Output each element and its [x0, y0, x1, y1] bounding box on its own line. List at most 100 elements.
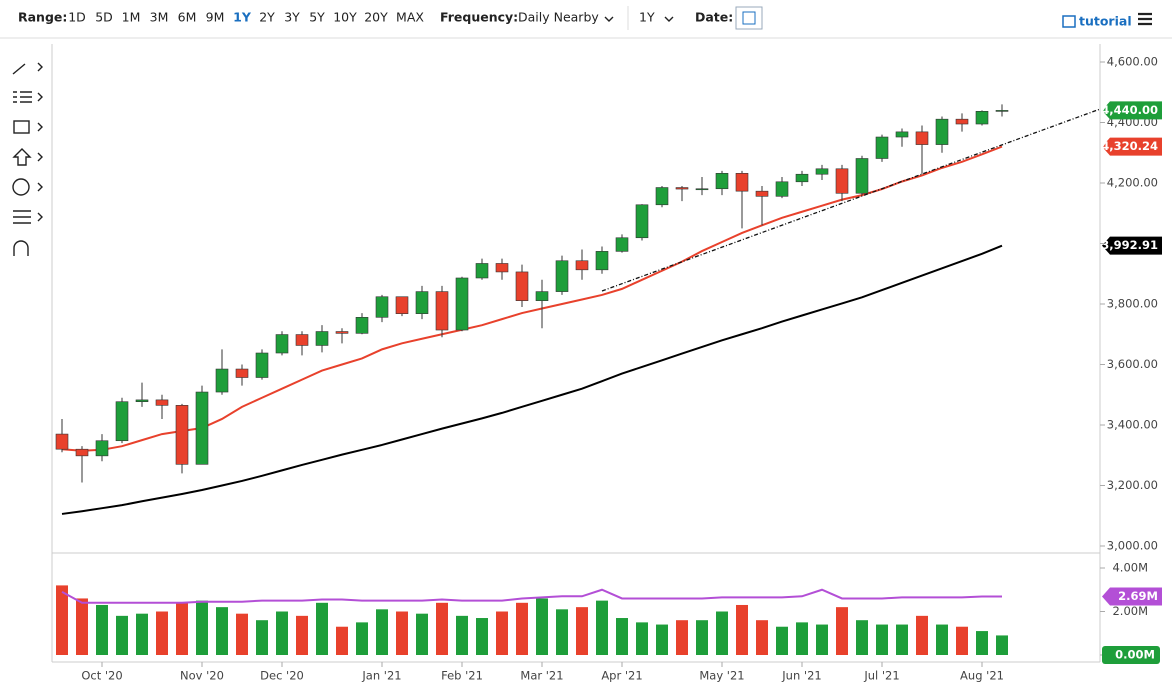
- volume-bar: [736, 604, 748, 655]
- volume-bar: [336, 626, 348, 655]
- volume-bar: [856, 620, 868, 655]
- volume-bar: [516, 602, 528, 655]
- range-button[interactable]: 1Y: [233, 10, 252, 25]
- moving-average: [61, 145, 1003, 452]
- fib-tool[interactable]: [13, 91, 32, 103]
- frame: [51, 44, 1101, 663]
- arrow-tool[interactable]: [12, 148, 32, 166]
- x-tick-label: Oct '20: [81, 669, 122, 683]
- tutorial-link[interactable]: tutorial: [1079, 14, 1132, 29]
- volume-bar: [656, 624, 668, 655]
- range-button[interactable]: 2Y: [259, 10, 275, 25]
- calendar-icon: [742, 11, 756, 25]
- candle-body: [55, 433, 69, 450]
- menu-icon[interactable]: [1138, 12, 1152, 26]
- candle-body: [495, 263, 509, 273]
- volume-bar: [976, 631, 988, 655]
- magnet-tool[interactable]: [13, 240, 29, 256]
- candle-body: [955, 118, 969, 125]
- volume-bar: [796, 622, 808, 655]
- period-select[interactable]: 1Y: [639, 10, 655, 25]
- candle-body: [175, 405, 189, 465]
- candle-body: [475, 263, 489, 279]
- candle-body: [115, 401, 129, 442]
- date-button[interactable]: [735, 6, 763, 30]
- rect-tool[interactable]: [13, 120, 30, 134]
- volume-bar: [476, 618, 488, 655]
- volume-bar: [896, 624, 908, 655]
- x-tick-label: Jun '21: [781, 669, 821, 683]
- dropdown-arrow: [604, 16, 614, 22]
- tutorial-icon: [1062, 15, 1076, 28]
- frequency-select[interactable]: Daily Nearby: [518, 10, 599, 25]
- range-label: Range:: [18, 10, 67, 25]
- candle-body: [415, 291, 429, 314]
- volume-bar: [956, 626, 968, 655]
- candle-body: [675, 187, 689, 190]
- volume-bar: [396, 611, 408, 655]
- y-tick-label: 4,600.00: [1107, 55, 1158, 69]
- volume-bar: [196, 600, 208, 655]
- volume-bar: [496, 611, 508, 655]
- candle-body: [95, 440, 109, 457]
- candle-body: [835, 168, 849, 194]
- volume-bar: [416, 613, 428, 655]
- average-tag-label: 4,320.24: [1101, 139, 1158, 153]
- chevron: [37, 212, 43, 222]
- volume-average: [61, 588, 1002, 604]
- range-button[interactable]: 5D: [95, 10, 113, 25]
- volume-bar: [536, 598, 548, 655]
- candle-body: [975, 111, 989, 125]
- candle-body: [735, 173, 749, 192]
- range-button[interactable]: MAX: [396, 10, 424, 25]
- range-button[interactable]: 5Y: [309, 10, 325, 25]
- volume-bar: [456, 615, 468, 655]
- candle-body: [895, 131, 909, 138]
- range-button[interactable]: 1M: [122, 10, 141, 25]
- candle-body: [815, 168, 829, 175]
- volume-bar: [936, 624, 948, 655]
- candle-body: [255, 352, 269, 378]
- candle-body: [355, 317, 369, 334]
- range-button[interactable]: 20Y: [364, 10, 388, 25]
- candle-body: [315, 331, 329, 346]
- dropdown-arrow: [664, 16, 674, 22]
- volume-bar: [996, 635, 1008, 655]
- volume-bar: [576, 607, 588, 655]
- candle-body: [755, 190, 769, 197]
- volume-bar: [216, 607, 228, 655]
- range-button[interactable]: 3M: [150, 10, 169, 25]
- range-button[interactable]: 1D: [68, 10, 86, 25]
- x-tick-label: Aug '21: [960, 669, 1004, 683]
- measure-tool[interactable]: [13, 210, 31, 224]
- volume-bar: [876, 624, 888, 655]
- label-tool[interactable]: [12, 178, 30, 196]
- line-tool[interactable]: [12, 63, 26, 75]
- volume-bar: [376, 609, 388, 655]
- drawing-tools: [12, 62, 43, 256]
- y-tick-label: 4,200.00: [1107, 176, 1158, 190]
- range-button[interactable]: 10Y: [333, 10, 357, 25]
- volume-bar: [176, 602, 188, 655]
- x-tick-label: Jan '21: [361, 669, 401, 683]
- volume-bar: [156, 611, 168, 655]
- chevron: [37, 182, 43, 192]
- x-tick-label: Jul '21: [863, 669, 899, 683]
- x-tick-label: Mar '21: [520, 669, 563, 683]
- average-tag: [1102, 236, 1162, 255]
- chevron: [37, 122, 43, 132]
- volume-bar: [596, 600, 608, 655]
- range-button[interactable]: 6M: [178, 10, 197, 25]
- candle-body: [395, 296, 409, 314]
- y-tick-label: 3,400.00: [1107, 418, 1158, 432]
- volume-bar: [96, 604, 108, 655]
- range-button[interactable]: 3Y: [284, 10, 300, 25]
- y-tick-label: 3,800.00: [1107, 297, 1158, 311]
- candle-body: [775, 181, 789, 197]
- volume-bar: [136, 613, 148, 655]
- volume-bar: [916, 615, 928, 655]
- range-button[interactable]: 9M: [206, 10, 225, 25]
- date-label: Date:: [695, 10, 733, 25]
- candle-body: [215, 368, 229, 393]
